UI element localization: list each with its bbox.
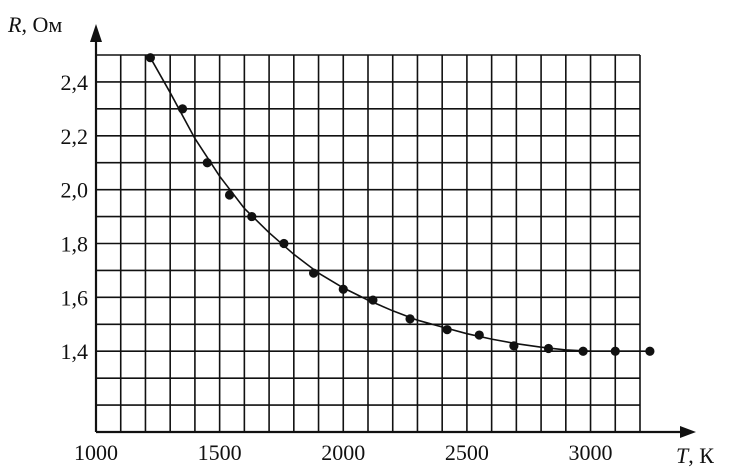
- data-point: [247, 211, 257, 222]
- data-point: [279, 238, 289, 249]
- x-tick-label: 1500: [198, 440, 242, 465]
- data-point: [145, 53, 155, 63]
- x-tick-label: 1000: [74, 440, 118, 465]
- y-axis-variable: R: [7, 12, 22, 37]
- fit-curve: [149, 57, 650, 352]
- y-axis-arrow: [90, 24, 102, 42]
- data-point: [543, 343, 554, 354]
- x-tick-label: 2000: [321, 440, 365, 465]
- data-points: [145, 53, 655, 356]
- data-point: [509, 341, 519, 351]
- y-tick-label: 1,6: [61, 285, 89, 310]
- data-point: [442, 325, 452, 335]
- data-point: [202, 158, 212, 168]
- x-axis-variable: T: [676, 443, 690, 468]
- data-point: [224, 190, 235, 200]
- data-point: [474, 330, 484, 340]
- x-axis-unit: , К: [688, 443, 714, 468]
- data-point: [368, 295, 378, 305]
- fit-curve-layer: [149, 57, 650, 352]
- axes: [90, 24, 696, 438]
- data-point: [645, 346, 655, 356]
- x-tick-labels: 1000 1500 2000 2500 3000: [74, 440, 613, 465]
- data-point: [309, 268, 319, 278]
- y-tick-labels: 1,4 1,6 1,8 2,0 2,2 2,4: [61, 70, 89, 364]
- data-point: [578, 346, 588, 356]
- y-tick-label: 2,0: [61, 178, 89, 203]
- x-axis-title: T, К: [676, 443, 714, 468]
- y-tick-label: 1,4: [61, 339, 89, 364]
- y-tick-label: 1,8: [61, 232, 89, 257]
- data-point: [610, 346, 620, 356]
- x-axis-arrow: [680, 426, 696, 438]
- y-axis-unit: , Ом: [21, 12, 62, 37]
- y-tick-label: 2,2: [61, 124, 89, 149]
- y-tick-label: 2,4: [61, 70, 89, 95]
- x-tick-label: 3000: [569, 440, 613, 465]
- grid: [96, 54, 641, 432]
- data-point: [177, 104, 188, 114]
- y-axis-title: R, Ом: [7, 12, 62, 37]
- x-tick-label: 2500: [445, 440, 489, 465]
- data-point: [338, 284, 348, 294]
- data-point: [405, 314, 415, 324]
